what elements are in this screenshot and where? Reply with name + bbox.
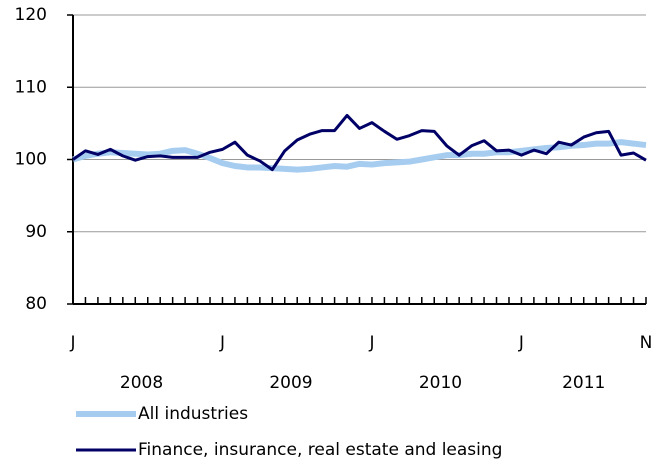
legend-label: All industries — [138, 404, 248, 424]
x-tick-label: J — [219, 333, 225, 353]
y-tick-label: 120 — [15, 5, 47, 25]
y-tick-label: 80 — [25, 294, 47, 314]
year-label: 2009 — [269, 373, 312, 393]
year-label: 2011 — [562, 373, 605, 393]
legend-label: Finance, insurance, real estate and leas… — [138, 440, 502, 460]
x-tick-label: J — [69, 333, 75, 353]
series-line — [72, 139, 647, 173]
y-tick-label: 100 — [15, 150, 47, 170]
x-tick-label: J — [368, 333, 374, 353]
series-line — [72, 113, 647, 172]
x-tick-label: N — [640, 333, 653, 353]
y-tick-label: 110 — [15, 77, 47, 97]
y-tick-label: 90 — [25, 222, 47, 242]
year-label: 2010 — [419, 373, 462, 393]
year-label: 2008 — [120, 373, 163, 393]
x-tick-label: J — [518, 333, 524, 353]
